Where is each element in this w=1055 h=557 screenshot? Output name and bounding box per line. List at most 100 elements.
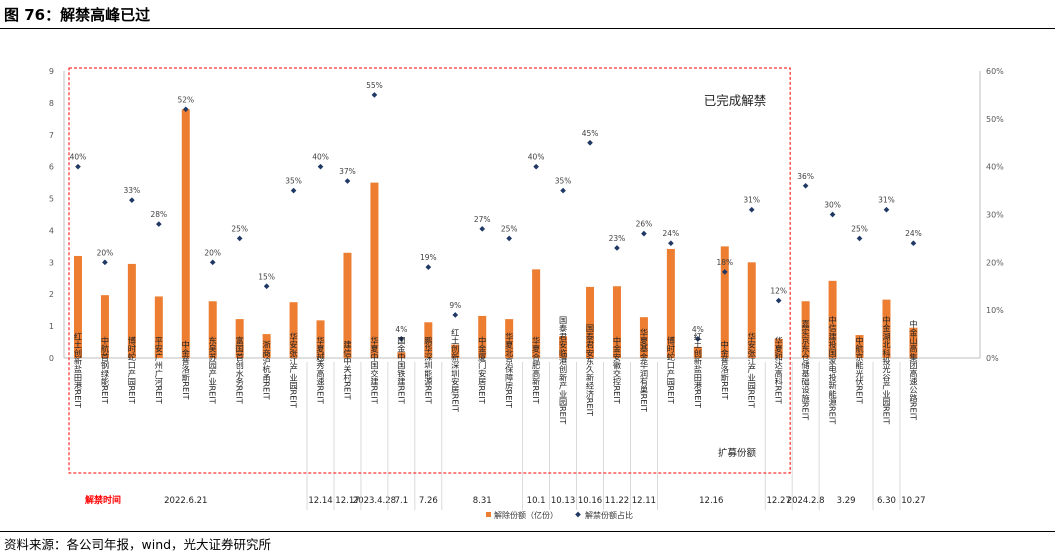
bar <box>639 317 648 358</box>
ratio-label: 35% <box>555 177 572 186</box>
date-group-label: 7.26 <box>419 496 438 506</box>
y-right-tick-label: 60% <box>986 67 1004 76</box>
ratio-label: 45% <box>582 129 599 138</box>
bar <box>586 286 595 358</box>
ratio-marker <box>883 206 890 213</box>
category-labels-layer: 红土创新盐田港REIT 中航首钢绿能REIT 博时蛇口产园REIT 平安广州广河REI… <box>73 315 918 425</box>
bar <box>693 346 702 358</box>
ratio-marker <box>102 259 108 266</box>
date-group-label: 10.1 <box>527 496 546 506</box>
date-group-label: 2024.2.8 <box>787 496 825 506</box>
bar <box>181 109 190 359</box>
legend-marker-label: 解禁份额占比 <box>585 510 633 520</box>
date-axis-label: 解禁时间 <box>85 494 121 506</box>
ratio-label: 23% <box>609 234 626 243</box>
ratio-label: 20% <box>97 248 114 257</box>
category-label: 博时蛇口产园REIT <box>666 335 676 404</box>
figure-title: 图 76：解禁高峰已过 <box>4 6 151 24</box>
bar <box>343 252 352 358</box>
category-label: 华夏和达高科REIT <box>774 335 784 404</box>
completed-unlock-annotation: 已完成解禁 <box>704 93 767 108</box>
ratio-label: 9% <box>449 301 461 310</box>
date-group-label: 2022.6.21 <box>164 496 207 506</box>
category-label: 中航京能光伏REIT <box>855 335 865 404</box>
bar <box>720 246 729 358</box>
date-group-label: 12.16 <box>699 496 723 506</box>
category-label: 鹏华深圳能源REIT <box>423 335 433 404</box>
category-label: 红土创新深圳安居REIT <box>450 327 460 413</box>
bar <box>532 269 541 358</box>
date-group-label: 7.1 <box>395 496 409 506</box>
ratio-label: 55% <box>366 81 383 90</box>
bar <box>100 295 109 358</box>
bar <box>774 338 783 358</box>
y-left-tick-label: 1 <box>49 322 54 331</box>
category-label: 中航首钢绿能REIT <box>100 335 110 404</box>
ratio-label: 20% <box>204 248 221 257</box>
ratio-marker <box>290 187 297 194</box>
y-left-tick-label: 7 <box>49 131 54 140</box>
date-group-label: 10.27 <box>901 496 925 506</box>
ratio-label: 26% <box>636 220 653 229</box>
bar <box>855 335 864 358</box>
ratio-label: 19% <box>420 253 437 262</box>
ratio-label: 18% <box>716 258 733 267</box>
category-label: 华夏北京保障房REIT <box>504 331 514 408</box>
y-left-tick-label: 8 <box>49 99 54 108</box>
bottom-rule <box>0 531 1055 532</box>
ratio-label: 24% <box>905 229 922 238</box>
ratio-marker <box>155 221 162 227</box>
ratio-label: 28% <box>150 210 167 219</box>
category-label: 国金中国铁建REIT <box>396 336 406 404</box>
ratio-label: 24% <box>663 229 680 238</box>
ratio-marker <box>668 240 674 247</box>
bar <box>559 336 568 358</box>
bar <box>478 315 487 358</box>
y-right-tick-label: 30% <box>986 211 1004 220</box>
ratio-label: 35% <box>285 177 302 186</box>
ratio-marker <box>802 182 809 189</box>
category-label: 华安张江产业园REIT <box>289 331 299 408</box>
bar <box>73 255 82 358</box>
date-group-label: 2023.4.28 <box>353 496 396 506</box>
bar <box>424 322 433 358</box>
ratio-marker <box>829 211 836 218</box>
category-label: 中信建投国家电投新能源REIT <box>828 315 838 425</box>
bar <box>612 286 621 358</box>
ratio-label: 15% <box>258 272 275 281</box>
category-label: 中金普洛斯REIT <box>720 340 730 401</box>
bar <box>747 262 756 358</box>
legend-bar-label: 解除份额（亿份） <box>494 510 558 520</box>
category-label: 嘉实京东仓储基础设施REIT <box>801 319 811 421</box>
completed-unlock-box <box>68 67 791 474</box>
bar <box>801 301 810 358</box>
category-label: 华夏合肥高新REIT <box>531 335 541 404</box>
title-rule <box>0 28 1055 29</box>
ratio-marker <box>371 92 378 98</box>
ratio-label: 40% <box>528 153 545 162</box>
y-left-tick-label: 2 <box>49 290 54 299</box>
date-group-label: 12.11 <box>632 496 656 506</box>
category-label: 华夏越秀高速REIT <box>316 335 326 404</box>
ratio-marker <box>479 226 486 232</box>
bar <box>208 301 217 358</box>
category-label: 红土创新盐田港REIT <box>693 331 703 408</box>
ratio-label: 25% <box>501 224 518 233</box>
ratio-marker <box>236 235 243 242</box>
ratio-marker <box>533 163 539 170</box>
y-left-tick-label: 6 <box>49 163 54 172</box>
category-label: 中金普洛斯REIT <box>181 340 191 401</box>
bar <box>262 334 271 358</box>
ratio-marker <box>560 187 566 194</box>
date-group-label: 12.27 <box>767 496 791 506</box>
ratio-label: 25% <box>231 224 248 233</box>
category-label: 中金湖北科投光谷产业园REIT <box>881 315 891 425</box>
y-right-tick-label: 10% <box>986 306 1004 315</box>
ratio-label: 33% <box>124 186 141 195</box>
ratio-marker <box>614 245 620 251</box>
y-right-tick-label: 50% <box>986 115 1004 124</box>
ratio-marker <box>775 297 782 304</box>
legend: 解除份额（亿份） 解禁份额占比 <box>486 510 633 520</box>
date-group-label: 8.31 <box>473 496 492 506</box>
